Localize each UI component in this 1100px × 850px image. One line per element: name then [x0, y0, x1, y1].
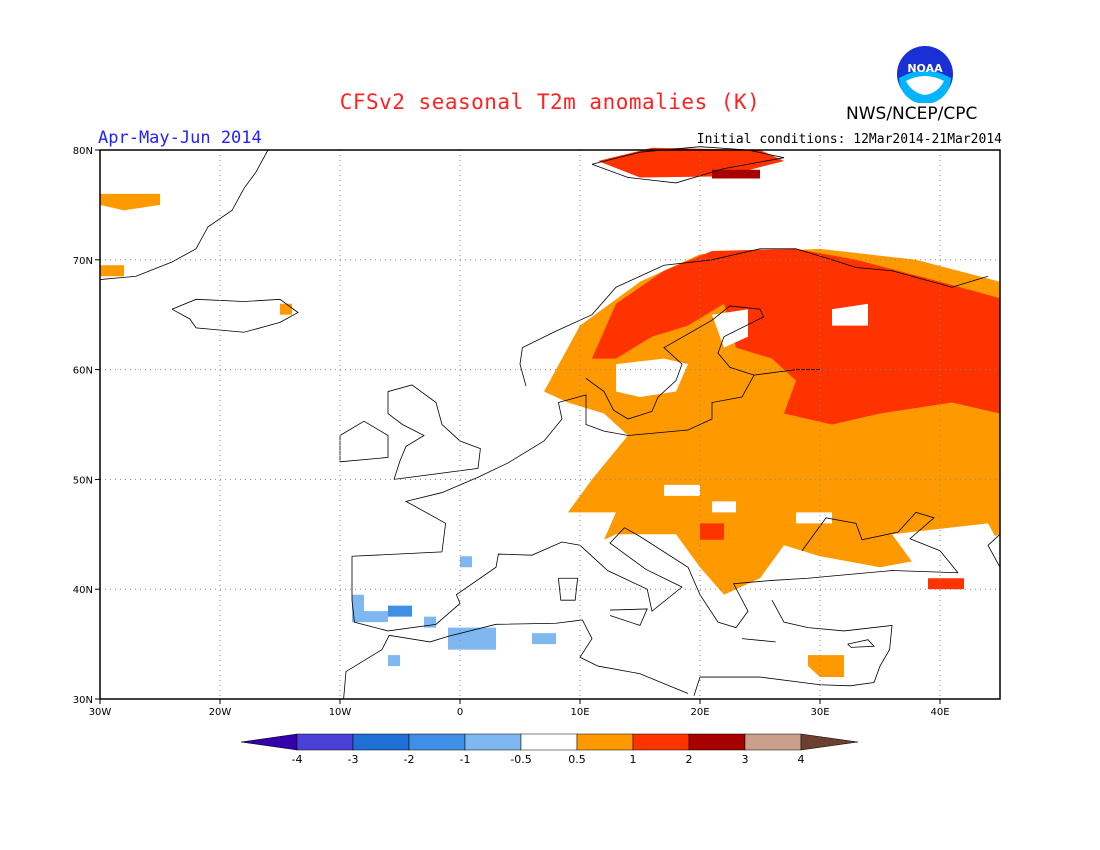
anomaly-region [700, 523, 724, 540]
svg-text:NOAA: NOAA [907, 62, 943, 75]
lon-tick-label: 0 [457, 707, 463, 718]
colorbar-swatch [632, 733, 690, 751]
colorbar-label: 0.5 [568, 753, 586, 766]
initial-conditions-label: Initial conditions: 12Mar2014-21Mar2014 [696, 132, 1002, 147]
chart-title: CFSv2 seasonal T2m anomalies (K) [339, 90, 761, 114]
map-frame [99, 149, 1001, 700]
anomaly-region [352, 594, 364, 623]
colorbar-swatch [520, 733, 578, 751]
colorbar-label: -1 [460, 753, 471, 766]
neutral-region [712, 501, 736, 513]
anomaly-region [808, 655, 844, 678]
neutral-region [712, 309, 748, 348]
coastline [579, 619, 689, 694]
anomaly-region [100, 265, 124, 277]
coastline [558, 577, 579, 601]
coastline [519, 248, 989, 387]
axis-ticks: 30W 20W 10W 0 10E 20E 30E 40E 30N 40N 50N 60N 70N 80N [73, 146, 950, 718]
coastline [741, 638, 776, 643]
colorbar: -4 -3 -2 -1 -0.5 0.5 1 2 3 4 [240, 733, 859, 766]
anomaly-region [460, 556, 472, 568]
lon-tick-label: 30E [810, 707, 829, 718]
neutral-region [664, 484, 700, 496]
colorbar-label: -0.5 [510, 753, 531, 766]
coastline [351, 527, 959, 632]
coastline [99, 149, 269, 280]
lat-tick-label: 60N [73, 366, 93, 377]
anomaly-region [280, 303, 292, 315]
anomaly-region [448, 627, 496, 650]
neutral-region [892, 523, 1000, 568]
colorbar-swatch [576, 733, 634, 751]
coastline [693, 599, 893, 696]
coastline [171, 298, 299, 333]
colorbar-label: 4 [798, 753, 805, 766]
coastline [339, 420, 389, 463]
anomaly-region [100, 193, 160, 211]
season-label: Apr-May-Jun 2014 [98, 128, 262, 148]
anomaly-region [928, 578, 964, 590]
colorbar-swatch [464, 733, 522, 751]
anomaly-region [532, 633, 556, 645]
colorbar-label: -3 [348, 753, 359, 766]
colorbar-swatch [744, 733, 802, 751]
lat-tick-label: 80N [73, 146, 93, 157]
noaa-logo-icon: NOAA [897, 46, 953, 103]
coastline [847, 639, 875, 648]
agency-label: NWS/NCEP/CPC [846, 104, 978, 124]
coastline [387, 384, 481, 480]
colorbar-swatch [352, 733, 410, 751]
lat-tick-label: 70N [73, 256, 93, 267]
coastline [609, 608, 648, 626]
anomaly-region [388, 605, 412, 617]
lon-tick-label: 40E [930, 707, 949, 718]
lat-tick-label: 50N [73, 475, 93, 486]
colorbar-label: -4 [292, 753, 303, 766]
colorbar-arrow-low [240, 733, 298, 751]
lon-tick-label: 30W [89, 707, 112, 718]
anomaly-region [712, 169, 760, 179]
coastline [801, 511, 959, 573]
neutral-region [796, 512, 832, 524]
anomaly-region [364, 611, 388, 623]
colorbar-swatch [408, 733, 466, 751]
lon-tick-label: 10E [570, 707, 589, 718]
anomaly-region [388, 655, 400, 667]
coastline [343, 619, 583, 700]
coastline [351, 369, 820, 557]
neutral-region [832, 303, 868, 326]
colorbar-arrow-high [800, 733, 859, 751]
coastline [585, 305, 765, 420]
lon-tick-label: 20W [209, 707, 232, 718]
colorbar-label: 3 [742, 753, 749, 766]
grid-lines [100, 150, 1000, 699]
neutral-region [616, 358, 688, 398]
lat-tick-label: 30N [73, 695, 93, 706]
anomaly-field [100, 147, 1000, 678]
lat-tick-label: 40N [73, 585, 93, 596]
lon-tick-label: 20E [690, 707, 709, 718]
colorbar-label: 1 [630, 753, 637, 766]
colorbar-label: -2 [404, 753, 415, 766]
lon-tick-label: 10W [329, 707, 352, 718]
coastline [987, 534, 1001, 568]
colorbar-swatch [688, 733, 746, 751]
colorbar-swatch [296, 733, 354, 751]
anomaly-region [592, 248, 1000, 425]
colorbar-label: 2 [686, 753, 693, 766]
coastlines [99, 146, 1001, 700]
